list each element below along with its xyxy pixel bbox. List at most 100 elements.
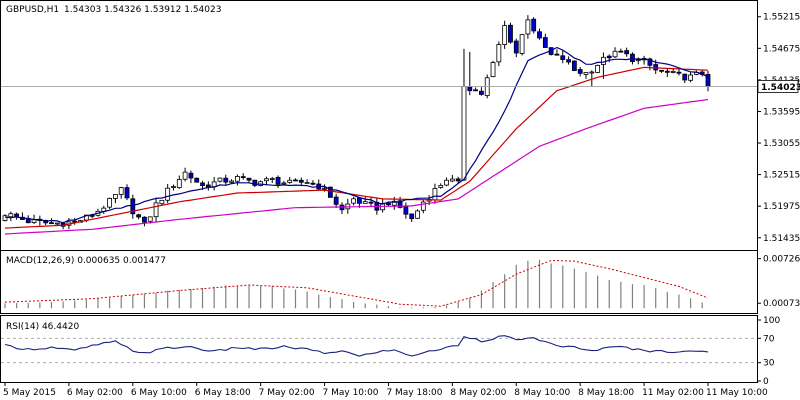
candle[interactable]	[368, 197, 374, 207]
candle[interactable]	[136, 213, 142, 220]
candle[interactable]	[351, 196, 356, 206]
candle[interactable]	[310, 180, 316, 186]
candle[interactable]	[298, 177, 304, 187]
candle[interactable]	[467, 51, 473, 96]
macd-signal-line	[4, 259, 709, 307]
macd-tick-label: 0.007265	[763, 255, 800, 265]
candle[interactable]	[2, 214, 8, 222]
candle-body	[630, 53, 635, 62]
candle[interactable]	[252, 179, 258, 188]
candle[interactable]	[688, 71, 693, 83]
candle[interactable]	[420, 199, 426, 214]
candle-body	[432, 188, 438, 201]
candle[interactable]	[502, 20, 508, 49]
candle-body	[2, 215, 8, 221]
candle[interactable]	[449, 174, 455, 183]
candle-body	[49, 222, 54, 225]
candle[interactable]	[333, 193, 339, 209]
candle[interactable]	[118, 186, 124, 199]
candle[interactable]	[165, 183, 171, 204]
candle[interactable]	[554, 49, 560, 56]
candle[interactable]	[583, 72, 589, 79]
candle-body	[542, 37, 548, 48]
candle[interactable]	[490, 60, 496, 78]
candle[interactable]	[304, 179, 310, 184]
candle-body	[223, 177, 229, 183]
candle[interactable]	[670, 68, 676, 74]
candle[interactable]	[508, 22, 513, 44]
time-tick-label: 6 May 10:00	[131, 388, 187, 398]
candle[interactable]	[8, 211, 14, 222]
candle[interactable]	[182, 167, 188, 182]
candle[interactable]	[415, 209, 420, 220]
candle[interactable]	[264, 176, 269, 186]
candle[interactable]	[519, 34, 525, 56]
candle-body	[688, 74, 693, 81]
candle[interactable]	[124, 184, 130, 201]
candle[interactable]	[479, 87, 484, 96]
candle-body	[601, 56, 606, 65]
candle[interactable]	[112, 194, 118, 204]
candle[interactable]	[107, 197, 112, 209]
candle[interactable]	[269, 176, 275, 183]
candle[interactable]	[618, 48, 624, 53]
candle[interactable]	[327, 186, 333, 198]
candle[interactable]	[362, 196, 368, 204]
candle[interactable]	[223, 174, 229, 186]
candle[interactable]	[287, 177, 293, 184]
candle[interactable]	[525, 15, 531, 39]
candle[interactable]	[542, 33, 548, 48]
time-tick-label: 11 May 10:00	[706, 388, 768, 398]
price-panel[interactable]	[0, 0, 758, 251]
candle[interactable]	[438, 183, 444, 189]
candle[interactable]	[234, 174, 240, 186]
candle[interactable]	[612, 47, 618, 59]
rsi-panel[interactable]	[0, 315, 758, 383]
candle-body	[438, 185, 444, 188]
candle[interactable]	[537, 28, 542, 40]
candle-body	[310, 182, 316, 185]
macd-title: MACD(12,26,9) 0.000635 0.001477	[6, 256, 166, 266]
candle[interactable]	[188, 170, 194, 184]
candle[interactable]	[577, 66, 583, 77]
macd-panel[interactable]	[0, 250, 758, 314]
candle[interactable]	[606, 54, 612, 63]
candle[interactable]	[595, 64, 601, 74]
candle-body	[327, 186, 333, 198]
candle[interactable]	[240, 173, 246, 180]
candle-body	[583, 72, 589, 75]
candle-body	[513, 40, 519, 54]
candle[interactable]	[624, 47, 630, 57]
candle[interactable]	[659, 69, 664, 73]
candle[interactable]	[194, 177, 200, 183]
candle[interactable]	[142, 216, 147, 227]
candle[interactable]	[473, 87, 479, 92]
candle[interactable]	[455, 176, 461, 184]
candle[interactable]	[513, 38, 519, 58]
candle[interactable]	[403, 202, 409, 219]
candle[interactable]	[217, 177, 223, 183]
candle[interactable]	[229, 179, 234, 184]
candle[interactable]	[293, 178, 298, 182]
candle[interactable]	[72, 217, 78, 225]
candle[interactable]	[566, 56, 571, 65]
candle[interactable]	[589, 70, 595, 87]
candle[interactable]	[153, 197, 159, 222]
candle[interactable]	[682, 73, 688, 84]
rsi-tick-label: 100	[763, 316, 780, 326]
candle-body	[188, 172, 194, 179]
candle[interactable]	[531, 17, 537, 34]
candle[interactable]	[171, 184, 176, 191]
candle-body	[415, 210, 420, 219]
candle[interactable]	[409, 213, 415, 222]
candle[interactable]	[444, 177, 449, 187]
candle[interactable]	[176, 175, 182, 189]
candle[interactable]	[258, 180, 264, 187]
candle[interactable]	[130, 194, 136, 219]
candle[interactable]	[571, 60, 577, 72]
candle[interactable]	[664, 68, 670, 78]
candle[interactable]	[496, 41, 502, 67]
candle[interactable]	[676, 68, 682, 76]
candle[interactable]	[560, 50, 566, 64]
